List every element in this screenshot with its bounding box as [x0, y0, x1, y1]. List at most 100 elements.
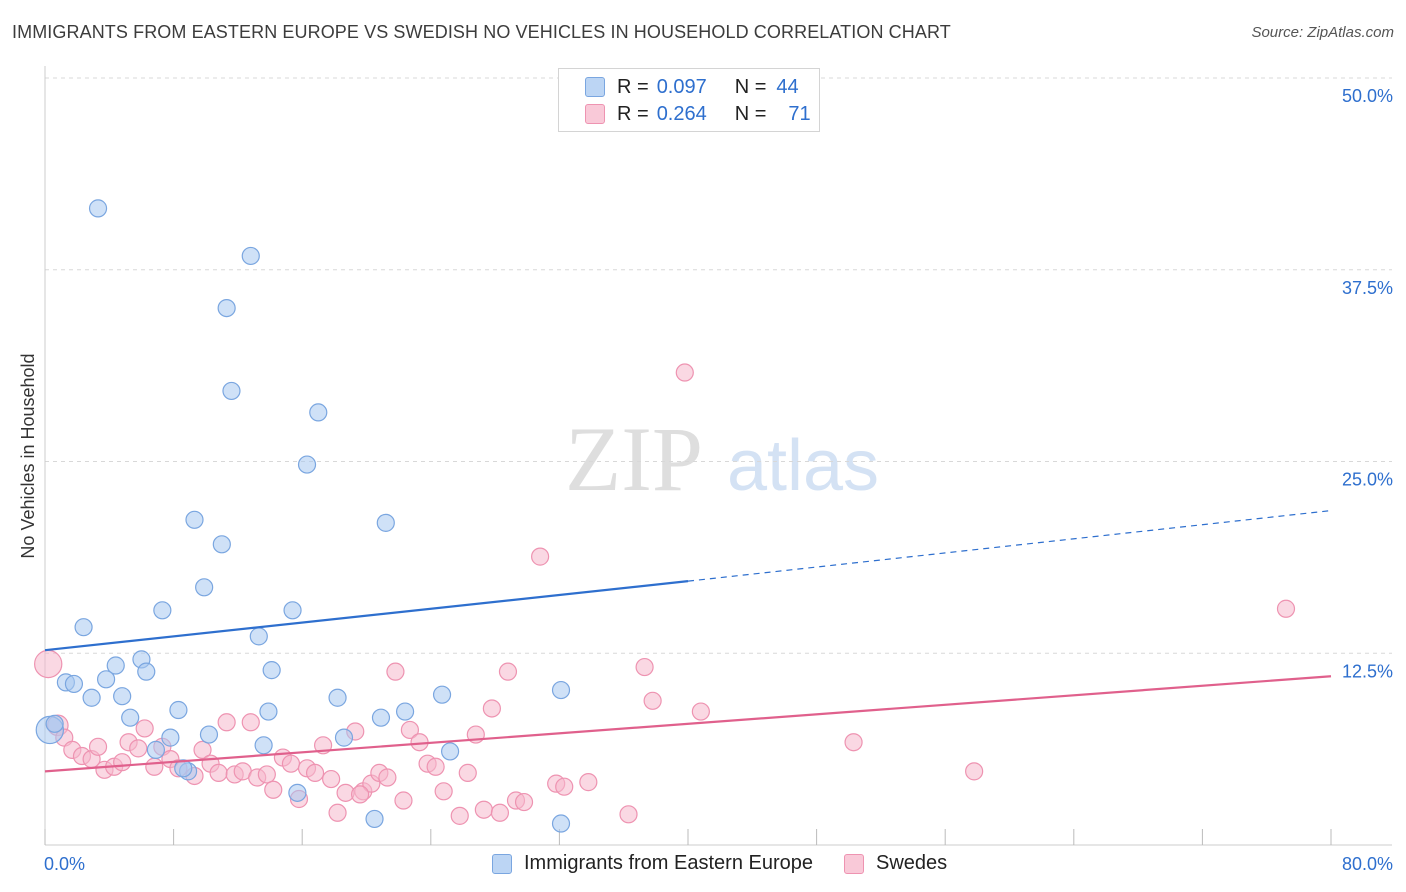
data-point-swedes	[458, 763, 477, 783]
chart-title: IMMIGRANTS FROM EASTERN EUROPE VS SWEDIS…	[12, 22, 951, 42]
data-point-eastern-europe	[376, 513, 395, 532]
bottom-legend-eastern-europe: Immigrants from Eastern Europe	[492, 852, 813, 875]
legend-n-label: N =	[734, 75, 767, 98]
data-point-eastern-europe	[365, 809, 384, 829]
data-point-swedes	[675, 363, 694, 382]
data-point-swedes	[328, 803, 347, 822]
series-eastern-europe	[35, 199, 571, 833]
data-point-swedes	[322, 769, 341, 789]
y-tick-label: 50.0%	[1342, 86, 1393, 106]
data-point-swedes	[1276, 599, 1296, 618]
y-tick-label: 37.5%	[1342, 278, 1393, 298]
data-point-swedes	[844, 733, 863, 752]
data-point-eastern-europe	[113, 687, 132, 706]
data-point-swedes	[394, 791, 413, 810]
trend-lines	[44, 509, 1332, 773]
legend-r-value: 0.097	[656, 75, 707, 98]
data-point-swedes	[113, 753, 132, 772]
data-point-eastern-europe	[199, 725, 219, 744]
data-point-swedes	[691, 702, 710, 721]
data-point-swedes	[264, 780, 283, 799]
data-point-swedes	[619, 805, 638, 824]
data-point-swedes	[145, 757, 164, 776]
watermark-zip: ZIP	[565, 408, 703, 510]
data-point-swedes	[498, 662, 518, 681]
legend-n-label: N =	[734, 102, 767, 125]
data-point-swedes	[450, 806, 469, 825]
data-point-eastern-europe	[395, 702, 415, 721]
data-point-eastern-europe	[288, 783, 307, 802]
data-point-eastern-europe	[254, 736, 273, 755]
watermark: ZIP atlas	[565, 408, 879, 510]
grid-lines	[45, 77, 1392, 654]
data-point-eastern-europe	[334, 728, 354, 747]
data-point-swedes	[378, 768, 397, 787]
data-point-swedes	[643, 691, 662, 710]
data-point-swedes	[34, 649, 63, 679]
trend-line-swedes	[44, 675, 1332, 773]
bottom-legend-swedes: Swedes	[844, 852, 947, 875]
data-point-eastern-europe	[195, 578, 214, 597]
data-point-eastern-europe	[249, 627, 268, 646]
legend-swatch-blue	[585, 77, 605, 97]
data-point-swedes	[129, 739, 148, 758]
source-note: Source: ZipAtlas.com	[1251, 24, 1394, 41]
legend-r-label: R =	[617, 102, 649, 125]
data-point-eastern-europe	[74, 618, 93, 637]
bottom-legend-swatch-pink	[844, 853, 864, 874]
data-point-eastern-europe	[217, 299, 236, 318]
data-point-eastern-europe	[153, 601, 172, 620]
y-tick-label: 12.5%	[1342, 661, 1393, 681]
bottom-legend-label: Immigrants from Eastern Europe	[524, 852, 813, 874]
data-point-swedes	[135, 719, 154, 738]
legend-swatch-pink	[585, 104, 605, 124]
data-point-eastern-europe	[440, 742, 460, 761]
y-tick-labels: 12.5% 25.0% 37.5% 50.0%	[1342, 86, 1393, 681]
data-point-eastern-europe	[45, 714, 64, 733]
data-point-eastern-europe	[283, 601, 302, 620]
x-tick-label: 0.0%	[44, 854, 85, 874]
data-point-swedes	[965, 762, 984, 781]
data-point-swedes	[434, 782, 453, 801]
data-point-swedes	[305, 763, 325, 783]
data-point-swedes	[193, 740, 212, 759]
data-point-swedes	[482, 699, 501, 718]
data-point-swedes	[474, 800, 493, 819]
data-point-eastern-europe	[146, 740, 166, 759]
data-point-swedes	[531, 547, 550, 566]
legend-row-swedes: R = 0.264 N = 71	[585, 101, 811, 127]
data-point-swedes	[490, 803, 510, 822]
legend-r-value: 0.264	[656, 102, 707, 125]
bottom-legend-swatch-blue	[492, 853, 512, 874]
data-point-swedes	[579, 773, 598, 792]
correlation-legend: R = 0.097 N = 44 R = 0.264 N = 71	[558, 68, 820, 132]
data-point-eastern-europe	[64, 674, 84, 694]
data-point-eastern-europe	[137, 662, 156, 681]
data-point-eastern-europe	[212, 535, 231, 554]
data-point-eastern-europe	[259, 702, 278, 721]
legend-row-eastern-europe: R = 0.097 N = 44	[585, 74, 799, 100]
data-point-eastern-europe	[328, 688, 347, 707]
data-point-eastern-europe	[185, 510, 204, 529]
data-point-eastern-europe	[88, 199, 108, 218]
data-point-eastern-europe	[169, 700, 188, 720]
data-point-eastern-europe	[174, 759, 193, 778]
data-point-eastern-europe	[106, 656, 125, 675]
data-point-eastern-europe	[551, 814, 571, 833]
data-point-swedes	[635, 657, 654, 677]
data-point-swedes	[257, 765, 276, 784]
data-point-eastern-europe	[96, 670, 116, 689]
data-point-swedes	[386, 662, 405, 681]
data-point-swedes	[555, 777, 574, 796]
x-tick-labels: 0.0% 80.0%	[44, 854, 1393, 874]
data-point-eastern-europe	[222, 381, 241, 401]
x-tick-label: 80.0%	[1342, 854, 1393, 874]
data-point-swedes	[217, 713, 236, 732]
data-point-swedes	[426, 757, 445, 776]
legend-n-value: 71	[788, 102, 811, 125]
data-point-swedes	[88, 737, 108, 756]
data-point-eastern-europe	[551, 680, 571, 700]
data-point-swedes	[281, 754, 301, 773]
bottom-legend-label: Swedes	[876, 852, 948, 874]
